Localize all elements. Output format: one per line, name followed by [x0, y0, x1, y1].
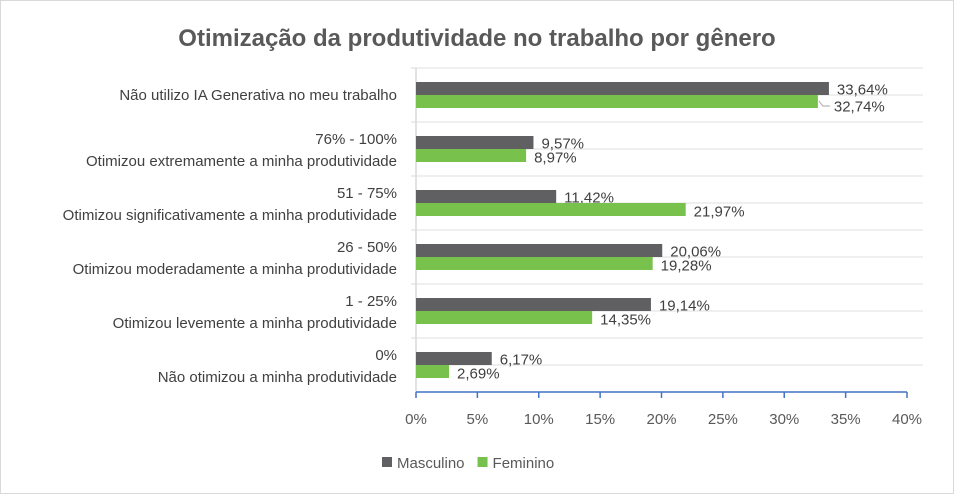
data-label: 11,42% [564, 190, 614, 207]
tick-label: 10% [524, 411, 554, 428]
tick-label: 0% [405, 411, 427, 428]
data-label: 19,14% [659, 298, 710, 315]
category-label: Não otimizou a minha produtividade [158, 369, 397, 386]
tick-label: 30% [769, 411, 799, 428]
bar-feminino-2 [416, 203, 686, 216]
tick-label: 35% [831, 411, 861, 428]
bar-masculino-4 [416, 298, 651, 311]
chart-title: Otimização da produtividade no trabalho … [178, 25, 775, 52]
data-label: 33,64% [837, 82, 888, 99]
category-label: 0% [375, 347, 397, 364]
tick-label: 5% [467, 411, 489, 428]
category-label: Otimizou moderadamente a minha produtivi… [73, 261, 397, 278]
data-label: 9,57% [541, 136, 584, 153]
data-label: 21,97% [694, 204, 745, 221]
data-label: 14,35% [600, 312, 651, 329]
bar-masculino-3 [416, 244, 663, 257]
legend-label: Feminino [493, 455, 555, 472]
category-label: Não utilizo IA Generativa no meu trabalh… [119, 87, 397, 104]
category-label: 1 - 25% [345, 293, 397, 310]
bar-masculino-0 [416, 82, 829, 95]
category-label: Otimizou significativamente a minha prod… [63, 207, 397, 224]
tick-label: 15% [585, 411, 615, 428]
bar-feminino-3 [416, 257, 653, 270]
data-label: 19,28% [661, 258, 712, 275]
tick-label: 25% [708, 411, 738, 428]
category-label: 76% - 100% [315, 131, 397, 148]
category-label: Otimizou extremamente a minha produtivid… [86, 153, 397, 170]
bar-feminino-1 [416, 149, 527, 162]
data-label: 2,69% [457, 366, 500, 383]
legend-swatch-masculino [382, 457, 392, 467]
bar-feminino-0 [416, 95, 818, 108]
data-label: 20,06% [670, 244, 721, 261]
category-label: Otimizou levemente a minha produtividade [113, 315, 397, 332]
legend-label: Masculino [397, 455, 465, 472]
legend-swatch-feminino [477, 457, 488, 467]
bar-masculino-5 [416, 352, 492, 365]
data-label: 32,74% [834, 99, 885, 116]
bar-masculino-1 [416, 136, 534, 149]
category-label: 51 - 75% [337, 185, 397, 202]
category-label: 26 - 50% [337, 239, 397, 256]
data-label: 6,17% [500, 352, 543, 369]
data-label-leader-line [818, 100, 830, 107]
bar-feminino-4 [416, 311, 593, 324]
tick-label: 20% [646, 411, 676, 428]
bar-feminino-5 [416, 365, 450, 378]
data-label: 8,97% [534, 150, 577, 167]
bar-masculino-2 [416, 190, 557, 203]
tick-label: 40% [892, 411, 922, 428]
